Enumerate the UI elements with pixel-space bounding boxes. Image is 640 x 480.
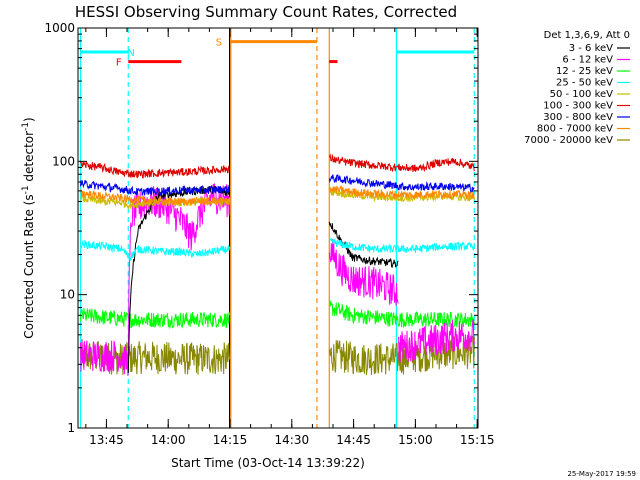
y-axis-label-main: Corrected Count Rate (s xyxy=(22,194,36,338)
series-line-7-0 xyxy=(80,189,230,207)
y-axis-label-sup2: -1 xyxy=(21,122,31,131)
legend-label-7: 800 - 7000 keV xyxy=(537,124,613,135)
y-tick-label-0: 1 xyxy=(67,421,75,435)
series-line-1-2 xyxy=(397,318,475,363)
y-axis-label-end: ) xyxy=(22,117,36,122)
legend-label-0: 3 - 6 keV xyxy=(569,43,613,54)
series-line-2-1 xyxy=(329,299,475,328)
flag-label-S: S xyxy=(216,38,222,49)
series-line-2-0 xyxy=(80,308,231,330)
x-tick-label-3: 14:30 xyxy=(275,433,310,447)
legend-label-8: 7000 - 20000 keV xyxy=(524,135,613,146)
series-line-5-0 xyxy=(80,160,231,179)
chart-title: HESSI Observing Summary Count Rates, Cor… xyxy=(75,3,457,21)
y-axis-label-sup1: -1 xyxy=(21,185,31,194)
x-tick-label-1: 14:00 xyxy=(151,433,186,447)
series-line-3-0 xyxy=(80,238,231,261)
plot-frame xyxy=(77,27,479,429)
series-line-6-0 xyxy=(80,179,230,197)
series-line-3-1 xyxy=(328,237,475,254)
flag-label-F: F xyxy=(116,58,122,69)
series-line-7-1 xyxy=(328,184,475,200)
flag-label-N: N xyxy=(127,48,134,59)
y-tick-label-3: 1000 xyxy=(44,21,75,35)
legend-label-1: 6 - 12 keV xyxy=(562,55,613,66)
axes: 13:45 14:00 14:15 14:30 14:45 15:00 15:15 1 10 10… xyxy=(44,21,494,447)
plot-area: NF S xyxy=(79,28,475,428)
x-axis-label: Start Time (03-Oct-14 13:39:22) xyxy=(171,456,365,470)
legend-label-3: 25 - 50 keV xyxy=(556,78,613,89)
series-line-1-1 xyxy=(328,239,399,306)
legend-label-6: 300 - 800 keV xyxy=(543,112,613,123)
series-line-5-1 xyxy=(328,153,475,173)
series-line-4-1 xyxy=(328,187,475,203)
x-tick-label-0: 13:45 xyxy=(89,433,124,447)
y-axis-label: Corrected Count Rate (s-1 detector-1) xyxy=(21,117,36,338)
x-tick-label-4: 14:45 xyxy=(336,433,371,447)
series-line-4-0 xyxy=(80,194,231,210)
legend-header: Det 1,3,6,9, Att 0 xyxy=(544,30,630,41)
x-tick-label-6: 15:15 xyxy=(460,433,495,447)
legend-label-4: 50 - 100 keV xyxy=(550,89,614,100)
x-tick-label-2: 14:15 xyxy=(213,433,248,447)
y-axis-label-mid: detector xyxy=(22,131,36,186)
x-tick-label-5: 15:00 xyxy=(398,433,433,447)
series-line-6-1 xyxy=(328,174,475,193)
legend-label-2: 12 - 25 keV xyxy=(556,66,613,77)
y-tick-label-2: 100 xyxy=(52,154,75,168)
legend-label-5: 100 - 300 keV xyxy=(543,101,613,112)
y-tick-label-1: 10 xyxy=(60,288,75,302)
timestamp: 25-May-2017 19:59 xyxy=(567,470,636,478)
series-line-8-1 xyxy=(328,334,475,376)
